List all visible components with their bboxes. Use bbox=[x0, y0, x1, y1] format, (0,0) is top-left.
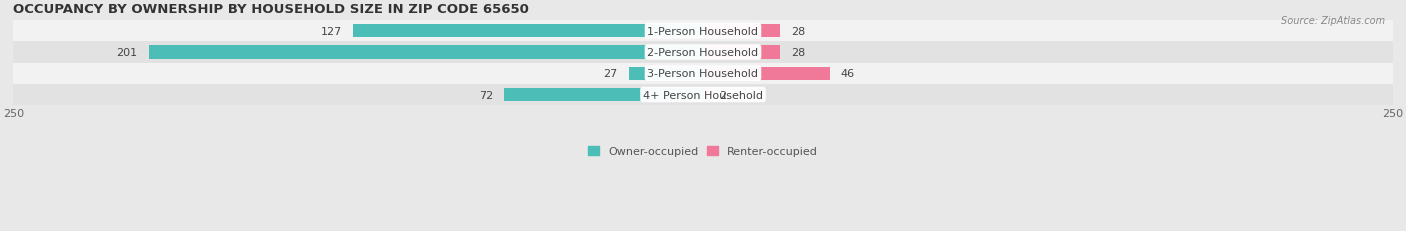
Text: 127: 127 bbox=[321, 27, 342, 36]
Bar bbox=[13, 21, 1393, 42]
Text: 2: 2 bbox=[720, 90, 727, 100]
Bar bbox=[505, 88, 703, 102]
Bar bbox=[13, 63, 1393, 85]
Text: 201: 201 bbox=[117, 48, 138, 58]
Bar bbox=[13, 42, 1393, 63]
Text: 72: 72 bbox=[479, 90, 494, 100]
Bar bbox=[703, 88, 709, 102]
Text: 28: 28 bbox=[792, 27, 806, 36]
Legend: Owner-occupied, Renter-occupied: Owner-occupied, Renter-occupied bbox=[583, 142, 823, 161]
Bar bbox=[149, 46, 703, 59]
Bar bbox=[13, 85, 1393, 106]
Bar bbox=[628, 67, 703, 81]
Text: OCCUPANCY BY OWNERSHIP BY HOUSEHOLD SIZE IN ZIP CODE 65650: OCCUPANCY BY OWNERSHIP BY HOUSEHOLD SIZE… bbox=[13, 3, 529, 16]
Text: 28: 28 bbox=[792, 48, 806, 58]
Bar bbox=[703, 46, 780, 59]
Text: 4+ Person Household: 4+ Person Household bbox=[643, 90, 763, 100]
Bar bbox=[353, 25, 703, 38]
Text: 1-Person Household: 1-Person Household bbox=[648, 27, 758, 36]
Text: 2-Person Household: 2-Person Household bbox=[647, 48, 759, 58]
Text: Source: ZipAtlas.com: Source: ZipAtlas.com bbox=[1281, 16, 1385, 26]
Text: 46: 46 bbox=[841, 69, 855, 79]
Bar bbox=[703, 25, 780, 38]
Bar bbox=[703, 67, 830, 81]
Text: 27: 27 bbox=[603, 69, 617, 79]
Text: 3-Person Household: 3-Person Household bbox=[648, 69, 758, 79]
